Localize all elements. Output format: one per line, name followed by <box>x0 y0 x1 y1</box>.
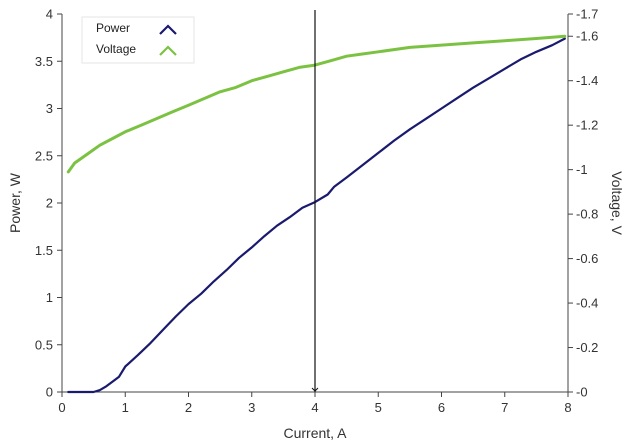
right-tick-label: -0.2 <box>576 340 598 355</box>
x-tick-label: 2 <box>185 400 192 415</box>
legend-swatch-voltage <box>159 45 177 56</box>
x-tick-label: 8 <box>564 400 571 415</box>
left-tick-label: 2.5 <box>35 148 53 163</box>
legend-swatch-power <box>159 24 177 35</box>
cursor-layer[interactable] <box>311 10 319 392</box>
series-line-power <box>67 37 566 394</box>
legend-label-power: Power <box>96 21 130 35</box>
right-tick-label: -1 <box>576 162 588 177</box>
left-tick-label: 3.5 <box>35 54 53 69</box>
cursor-handle-icon[interactable] <box>311 387 319 392</box>
right-tick-label: -0 <box>576 385 588 400</box>
series-line-voltage <box>66 34 567 174</box>
left-tick-label: 1.5 <box>35 243 53 258</box>
right-tick-label: -0.4 <box>576 296 598 311</box>
x-axis-ticks: 0 1 2 3 4 5 6 7 8 <box>58 392 572 415</box>
right-axis-ticks: -0 -0.2 -0.4 -0.6 -0.8 -1 -1.2 -1.4 -1.6 -1.7 <box>568 7 598 400</box>
left-axis-title: Power, W <box>7 172 23 233</box>
right-tick-label: -1.4 <box>576 73 598 88</box>
legend-label-voltage: Voltage <box>96 42 136 56</box>
left-tick-label: 0 <box>46 385 53 400</box>
right-axis-title: Voltage, V <box>609 171 624 235</box>
left-tick-label: 3 <box>46 101 53 116</box>
left-axis-ticks: 0 0.5 1 1.5 2 2.5 3 3.5 4 <box>35 7 62 400</box>
x-tick-label: 3 <box>248 400 255 415</box>
left-tick-label: 2 <box>46 196 53 211</box>
x-tick-label: 0 <box>58 400 65 415</box>
left-tick-label: 4 <box>46 7 53 22</box>
right-tick-label: -1.2 <box>576 118 598 133</box>
x-tick-label: 5 <box>375 400 382 415</box>
x-tick-label: 7 <box>501 400 508 415</box>
right-tick-label: -0.6 <box>576 251 598 266</box>
x-axis-title: Current, A <box>283 425 347 441</box>
x-tick-label: 6 <box>438 400 445 415</box>
right-tick-label: -0.8 <box>576 207 598 222</box>
series-layer <box>66 34 567 394</box>
legend[interactable]: Power Voltage <box>81 16 195 64</box>
x-tick-label: 4 <box>311 400 318 415</box>
right-tick-label: -1.7 <box>576 7 598 22</box>
left-tick-label: 1 <box>46 290 53 305</box>
left-tick-label: 0.5 <box>35 337 53 352</box>
x-tick-label: 1 <box>122 400 129 415</box>
right-tick-label: -1.6 <box>576 29 598 44</box>
